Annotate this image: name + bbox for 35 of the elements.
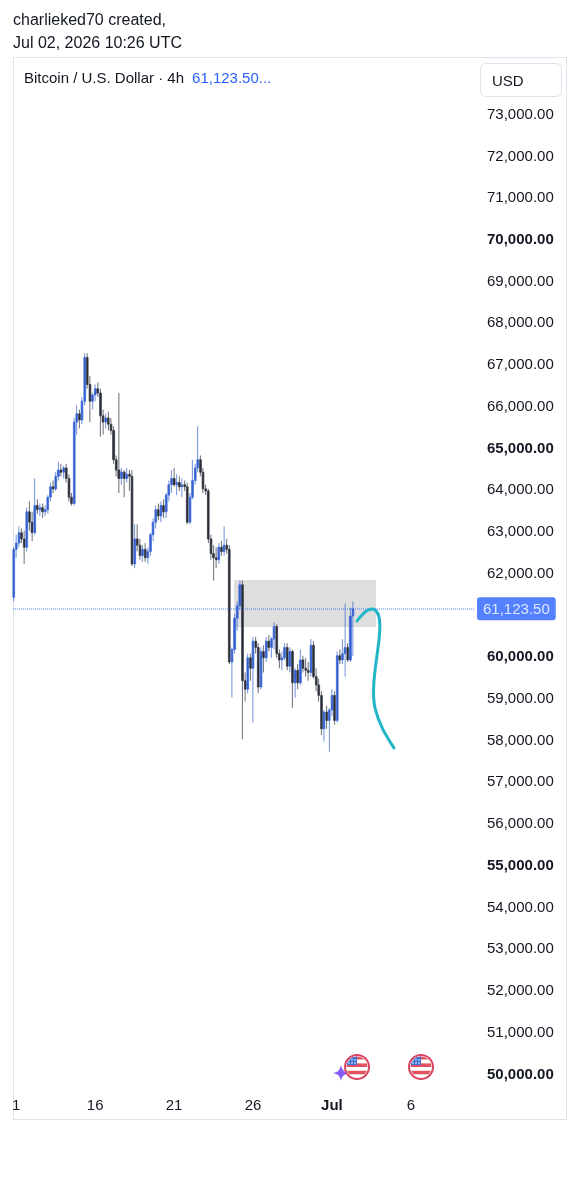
y-tick-label: 50,000.00 xyxy=(487,1064,554,1082)
x-tick-label: Jul xyxy=(321,1096,343,1113)
y-tick-label: 59,000.00 xyxy=(487,688,554,706)
y-tick-label: 70,000.00 xyxy=(487,230,554,247)
y-tick-label: 62,000.00 xyxy=(487,563,554,581)
currency-button: USD xyxy=(480,63,562,97)
y-tick-label: 52,000.00 xyxy=(487,981,554,999)
x-tick-label: 21 xyxy=(165,1096,183,1113)
y-tick-label: 65,000.00 xyxy=(487,438,554,456)
x-tick-label: 1 xyxy=(12,1096,21,1113)
x-tick-label: 16 xyxy=(86,1096,104,1113)
y-tick-label: 66,000.00 xyxy=(487,396,554,414)
text: Jul 02, 2026 10:26 UTC xyxy=(13,33,182,53)
y-tick-label: 57,000.00 xyxy=(487,772,554,790)
y-tick-label: 71,000.00 xyxy=(487,188,554,206)
y-tick-label: 60,000.00 xyxy=(487,647,554,665)
y-tick-label: 64,000.00 xyxy=(487,480,554,498)
y-tick-label: 68,000.00 xyxy=(487,313,554,331)
y-tick-label: 54,000.00 xyxy=(487,897,554,915)
y-tick-label: 58,000.00 xyxy=(487,730,554,748)
y-tick-label: 53,000.00 xyxy=(487,939,554,957)
y-tick-label: 51,000.00 xyxy=(487,1022,554,1040)
x-tick-label: 6 xyxy=(406,1096,416,1113)
y-tick-label: 63,000.00 xyxy=(487,522,554,540)
y-tick-label: 67,000.00 xyxy=(487,355,554,373)
y-tick-label: 56,000.00 xyxy=(487,814,554,832)
text: charlieked70 created, xyxy=(13,10,166,30)
y-tick-label: 72,000.00 xyxy=(487,146,554,164)
text: Bitcoin / U.S. Dollar · 4h xyxy=(24,69,185,86)
x-tick-label: 26 xyxy=(244,1096,262,1113)
y-tick-label: 55,000.00 xyxy=(487,855,554,873)
y-tick-label: 73,000.00 xyxy=(487,104,554,122)
y-tick-label: 69,000.00 xyxy=(487,271,554,289)
annotation: 61,123.50... xyxy=(192,69,272,86)
ref-line-label: 61,123.50 xyxy=(483,600,550,618)
